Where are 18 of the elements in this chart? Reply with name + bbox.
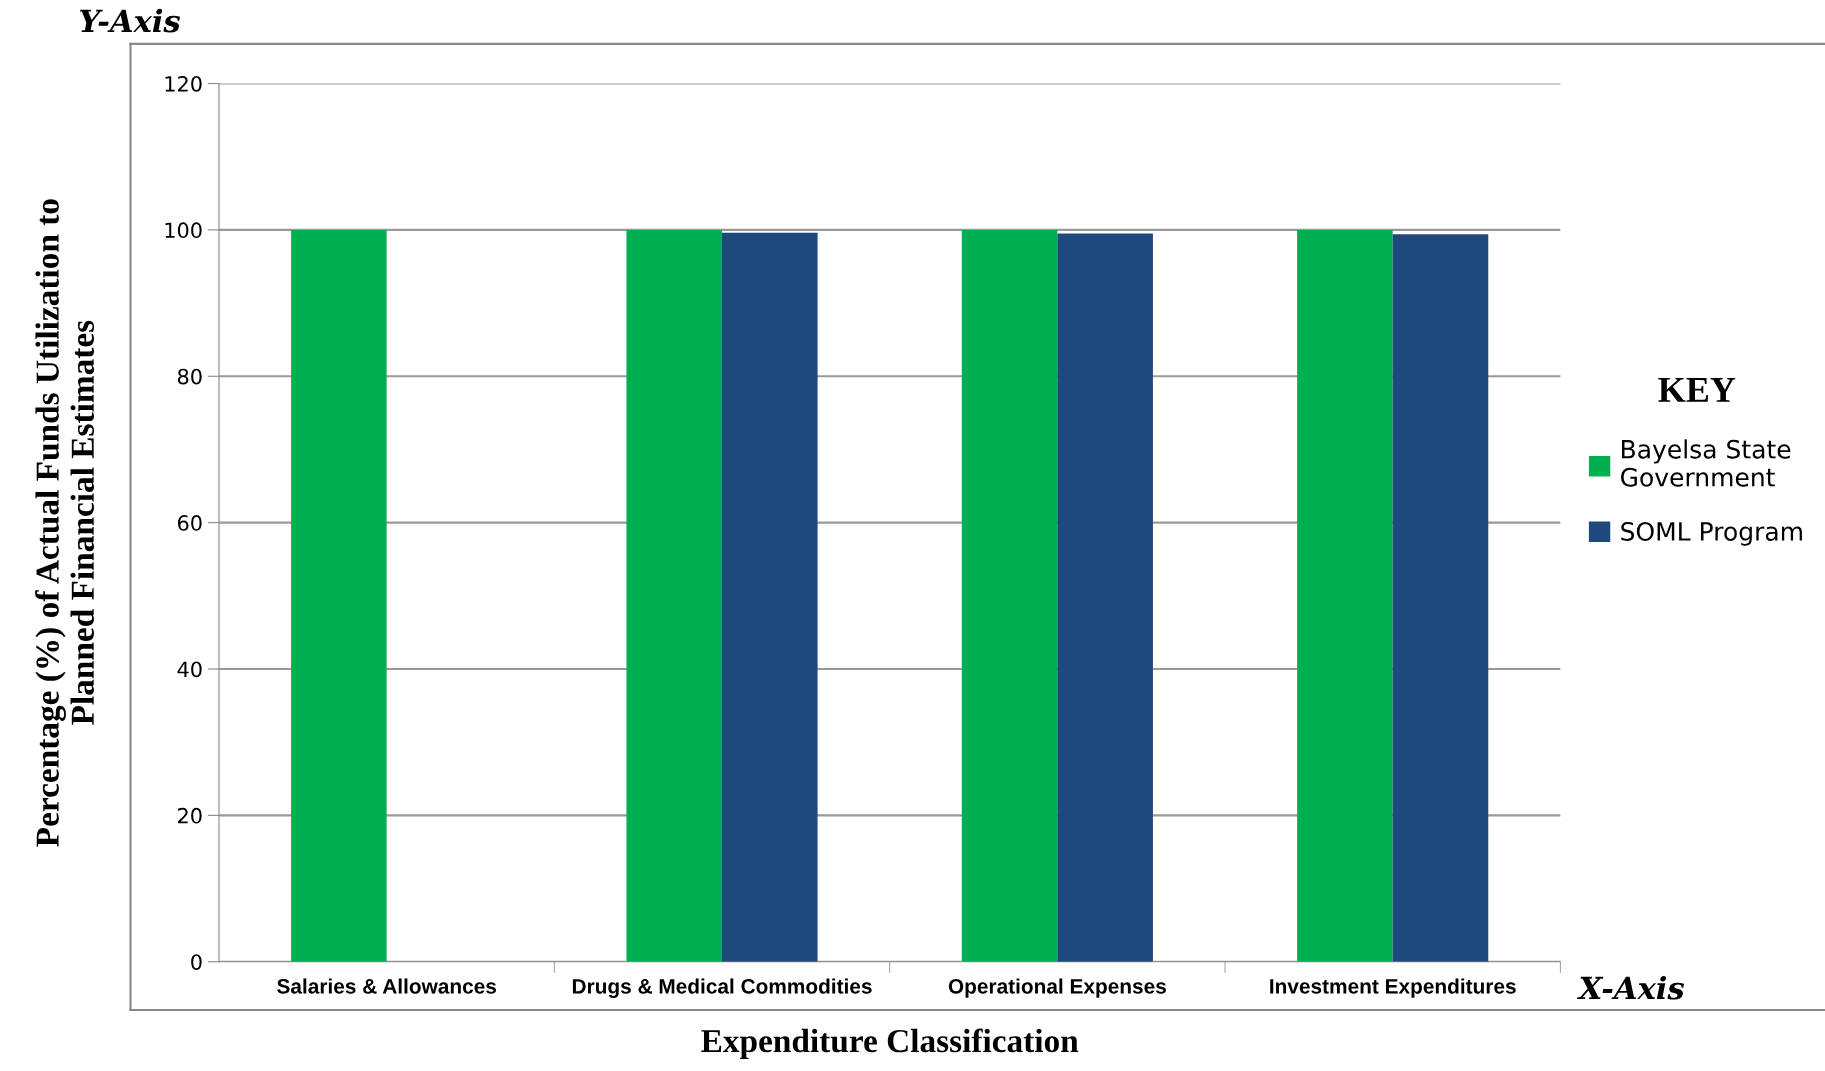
text: Y-Axis xyxy=(80,8,181,33)
y-tick-label: 20 xyxy=(178,807,202,824)
y-axis-title: Percentage (%) of Actual Funds Utilization to Planned Financial Estimates xyxy=(35,199,94,847)
legend-label: Bayelsa State Government xyxy=(1620,439,1791,487)
y-tick-label: 120 xyxy=(165,75,202,92)
y-tick-label: 80 xyxy=(177,368,202,385)
y-tick-label: 60 xyxy=(177,515,202,531)
x-tick-label: Operational Expenses xyxy=(948,978,1166,998)
y-tick-label: 100 xyxy=(165,222,202,239)
y-tick-label: 0 xyxy=(191,954,202,970)
y-tick-label: 40 xyxy=(177,661,202,678)
x-tick-label: Drugs & Medical Commodities xyxy=(572,978,872,998)
text: X-Axis xyxy=(1577,975,1685,1000)
x-tick-label: Investment Expenditures xyxy=(1270,978,1516,998)
legend-title: KEY xyxy=(1658,378,1736,402)
x-axis-title: Expenditure Classification xyxy=(701,1028,1079,1060)
legend-label: SOML Program xyxy=(1621,521,1802,546)
x-tick-label: Salaries & Allowances xyxy=(277,978,497,994)
